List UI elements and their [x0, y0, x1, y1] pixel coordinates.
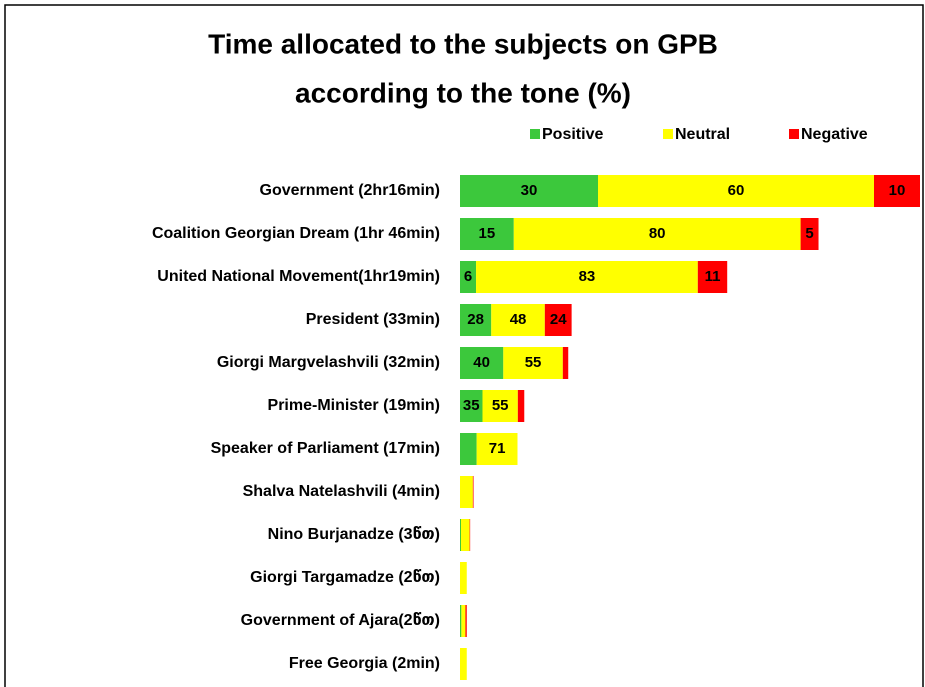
bar-segment: [503, 347, 563, 379]
bar-segment: [697, 261, 728, 293]
value-label: 48: [510, 311, 527, 328]
chart-title: Time allocated to the subjects on GPB: [208, 28, 718, 59]
bar-segment: [460, 648, 467, 680]
bar-segment: [460, 261, 477, 293]
bar-segment: [874, 175, 920, 207]
category-label: Giorgi Targamadze (2წთ): [250, 569, 440, 586]
value-label: 60: [728, 182, 745, 199]
value-label: 35: [463, 397, 480, 414]
category-label: Prime-Minister (19min): [268, 397, 440, 414]
value-label: 11: [705, 268, 721, 285]
bar-segment: [460, 347, 504, 379]
bar-segment: [598, 175, 874, 207]
value-label: 28: [467, 311, 484, 328]
value-label: 24: [550, 311, 567, 328]
bar-segment: [491, 304, 545, 336]
category-label: United National Movement(1hr19min): [157, 268, 440, 285]
frame: [4, 4, 924, 687]
category-label: Shalva Natelashvili (4min): [243, 483, 440, 500]
value-label: 55: [492, 397, 509, 414]
bar-segment: [476, 433, 518, 465]
bar-segment: [460, 175, 598, 207]
category-label: Government of Ajara(2წთ): [241, 612, 440, 629]
bar-segment: [461, 519, 470, 551]
bar-segment: [461, 605, 466, 637]
legend-swatch: [789, 129, 799, 139]
category-label: Free Georgia (2min): [289, 655, 440, 672]
category-label: Speaker of Parliament (17min): [211, 440, 440, 457]
category-label: President (33min): [306, 311, 440, 328]
bar-segment: [460, 304, 492, 336]
legend-swatch: [663, 129, 673, 139]
bar-segment: [517, 390, 525, 422]
value-label: 80: [649, 225, 666, 242]
bar-segment: [460, 605, 462, 637]
chart-title: according to the tone (%): [295, 77, 631, 108]
bar-segment: [465, 605, 467, 637]
value-label: 6: [464, 268, 472, 285]
category-label: Giorgi Margvelashvili (32min): [217, 354, 440, 371]
value-label: 83: [579, 268, 596, 285]
value-label: 30: [521, 182, 538, 199]
bar-segment: [800, 218, 819, 250]
bar-segment: [544, 304, 572, 336]
bar-segment: [513, 218, 801, 250]
bar-segment: [460, 519, 462, 551]
category-label: Government (2hr16min): [260, 182, 440, 199]
bar-segment: [562, 347, 569, 379]
value-label: 40: [473, 354, 490, 371]
bar-segment: [460, 390, 483, 422]
bar-segment: [476, 261, 698, 293]
bar-segment: [460, 476, 473, 508]
bar-segment: [460, 562, 467, 594]
value-label: 71: [489, 440, 506, 457]
bar-segment: [472, 476, 474, 508]
legend-label: Neutral: [675, 126, 730, 143]
value-label: 15: [479, 225, 496, 242]
value-label: 10: [889, 182, 906, 199]
value-label: 5: [805, 225, 813, 242]
legend-swatch: [530, 129, 540, 139]
bar-segment: [482, 390, 518, 422]
bar-segment: [469, 519, 471, 551]
bar-segment: [460, 433, 477, 465]
legend-label: Negative: [801, 126, 868, 143]
value-label: 55: [525, 354, 542, 371]
legend-label: Positive: [542, 126, 603, 143]
category-label: Nino Burjanadze (3წთ): [268, 526, 440, 543]
bar-segment: [460, 218, 514, 250]
category-label: Coalition Georgian Dream (1hr 46min): [152, 225, 440, 242]
